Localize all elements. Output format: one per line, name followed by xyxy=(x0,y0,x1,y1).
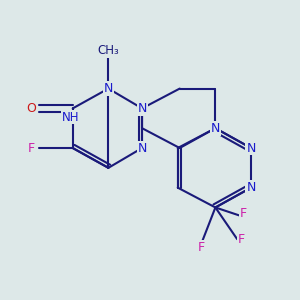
Text: O: O xyxy=(26,102,36,115)
Text: CH₃: CH₃ xyxy=(98,44,119,57)
Text: N: N xyxy=(137,142,147,154)
Text: F: F xyxy=(238,233,245,246)
Text: N: N xyxy=(137,102,147,115)
Text: N: N xyxy=(246,142,256,154)
Text: N: N xyxy=(246,181,256,194)
Text: N: N xyxy=(104,82,113,95)
Text: F: F xyxy=(240,207,247,220)
Text: NH: NH xyxy=(62,111,80,124)
Text: F: F xyxy=(28,142,35,154)
Text: N: N xyxy=(211,122,220,135)
Text: F: F xyxy=(198,241,205,254)
